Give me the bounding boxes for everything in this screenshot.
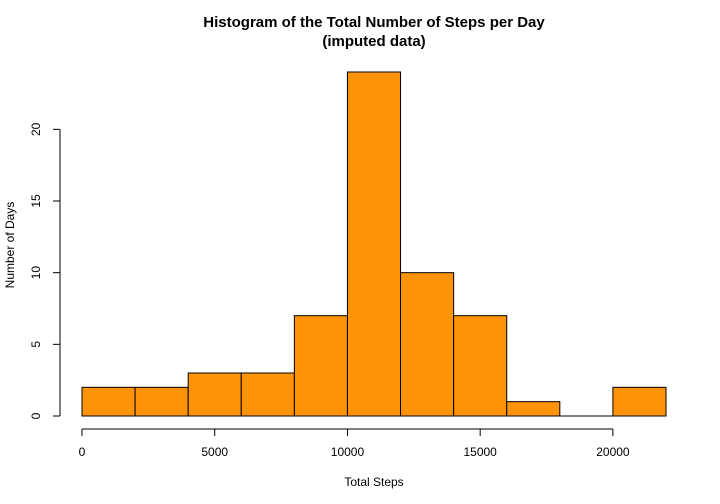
y-tick-label-1: 5 bbox=[29, 341, 43, 348]
bars-group bbox=[81, 71, 667, 417]
histogram-bar-5 bbox=[346, 71, 402, 417]
histogram-bar-0 bbox=[81, 386, 136, 417]
x-tick-label-0: 0 bbox=[79, 445, 86, 459]
y-tick-label-0: 0 bbox=[29, 412, 43, 419]
histogram-bar-7 bbox=[453, 315, 508, 417]
x-axis: 0 5000 10000 15000 20000 bbox=[79, 428, 630, 459]
y-axis-label: Number of Days bbox=[3, 202, 17, 289]
y-tick-label-2: 10 bbox=[29, 266, 43, 280]
x-axis-label: Total Steps bbox=[344, 475, 403, 489]
y-tick-label-4: 20 bbox=[29, 122, 43, 136]
histogram-bar-8 bbox=[506, 401, 561, 417]
x-tick-label-2: 10000 bbox=[331, 445, 365, 459]
histogram-bar-10 bbox=[612, 386, 667, 417]
chart-title: Histogram of the Total Number of Steps p… bbox=[203, 14, 545, 31]
histogram-bar-1 bbox=[134, 386, 189, 417]
x-tick-label-3: 15000 bbox=[463, 445, 497, 459]
y-axis: 0 5 10 15 20 bbox=[29, 122, 61, 419]
histogram-bar-4 bbox=[293, 315, 348, 417]
x-tick-label-1: 5000 bbox=[201, 445, 228, 459]
histogram-bar-3 bbox=[240, 372, 295, 417]
x-tick-label-4: 20000 bbox=[596, 445, 630, 459]
histogram-bar-6 bbox=[400, 272, 455, 417]
chart-subtitle: (imputed data) bbox=[322, 33, 425, 50]
histogram-bar-2 bbox=[187, 372, 242, 417]
y-tick-label-3: 15 bbox=[29, 194, 43, 208]
